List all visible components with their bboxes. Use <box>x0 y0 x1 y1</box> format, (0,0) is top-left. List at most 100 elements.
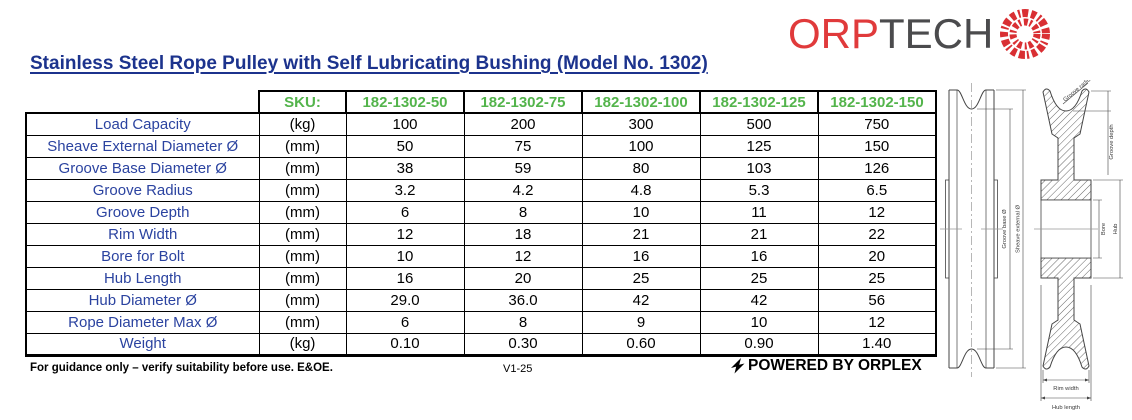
row-value: 12 <box>345 222 465 246</box>
dim-label-sheave-external: Sheave external Ø <box>1016 205 1022 254</box>
row-value: 100 <box>345 112 465 136</box>
row-value: 6 <box>345 200 465 224</box>
row-unit: (mm) <box>258 266 347 290</box>
footer-powered-label: POWERED BY ORPLEX <box>748 357 922 374</box>
row-value: 8 <box>463 200 583 224</box>
row-label: Weight <box>25 332 260 357</box>
row-value: 0.90 <box>699 332 819 357</box>
table-row: Hub Length (mm) 16 20 25 25 25 <box>25 266 937 290</box>
dim-label-hub-length: Hub length <box>1052 405 1080 411</box>
row-label: Sheave External Diameter Ø <box>25 134 260 158</box>
row-value: 16 <box>581 244 701 268</box>
row-unit: (mm) <box>258 200 347 224</box>
row-label: Groove Base Diameter Ø <box>25 156 260 180</box>
sku-column-header: 182-1302-125 <box>699 90 819 114</box>
row-value: 20 <box>463 266 583 290</box>
sku-column-header: 182-1302-50 <box>345 90 465 114</box>
row-value: 1.40 <box>817 332 937 357</box>
row-value: 100 <box>581 134 701 158</box>
row-value: 5.3 <box>699 178 819 202</box>
footer-disclaimer: For guidance only – verify suitability b… <box>30 362 333 374</box>
table-row: Sheave External Diameter Ø (mm) 50 75 100 125… <box>25 134 937 158</box>
row-label: Hub Length <box>25 266 260 290</box>
gear-burst-icon <box>1000 9 1051 59</box>
table-row: Groove Depth (mm) 6 8 10 11 12 <box>25 200 937 224</box>
row-value: 36.0 <box>463 288 583 312</box>
row-value: 42 <box>699 288 819 312</box>
row-value: 103 <box>699 156 819 180</box>
row-value: 59 <box>463 156 583 180</box>
table-row: Groove Base Diameter Ø (mm) 38 59 80 103 126 <box>25 156 937 180</box>
row-value: 22 <box>817 222 937 246</box>
logo-text: ORPTECH <box>788 9 993 59</box>
table-row: Groove Radius (mm) 3.2 4.2 4.8 5.3 6.5 <box>25 178 937 202</box>
drawing-cross-section <box>1034 88 1098 370</box>
row-value: 4.8 <box>581 178 701 202</box>
row-label: Rim Width <box>25 222 260 246</box>
row-unit: (mm) <box>258 134 347 158</box>
row-value: 500 <box>699 112 819 136</box>
row-value: 126 <box>817 156 937 180</box>
row-value: 25 <box>817 266 937 290</box>
row-value: 18 <box>463 222 583 246</box>
dim-label-groove-base: Groove base Ø <box>1002 209 1008 249</box>
sku-column-header: 182-1302-75 <box>463 90 583 114</box>
row-value: 12 <box>817 200 937 224</box>
row-value: 50 <box>345 134 465 158</box>
row-value: 12 <box>817 310 937 334</box>
row-label: Bore for Bolt <box>25 244 260 268</box>
row-value: 0.10 <box>345 332 465 357</box>
row-value: 200 <box>463 112 583 136</box>
logo-text-orp: ORP <box>788 10 880 57</box>
row-value: 16 <box>345 266 465 290</box>
drawing-side-view <box>940 83 1026 377</box>
row-value: 20 <box>817 244 937 268</box>
table-row: Rope Diameter Max Ø (mm) 6 8 9 10 12 <box>25 310 937 334</box>
row-unit: (mm) <box>258 244 347 268</box>
technical-drawing: Groove base Ø Sheave external Ø <box>940 80 1123 411</box>
table-row: Load Capacity (kg) 100 200 300 500 750 <box>25 112 937 136</box>
sku-column-header: 182-1302-150 <box>817 90 937 114</box>
row-value: 21 <box>581 222 701 246</box>
spec-table: SKU: 182-1302-50 182-1302-75 182-1302-100 1… <box>25 90 937 357</box>
row-value: 300 <box>581 112 701 136</box>
row-value: 11 <box>699 200 819 224</box>
footer-version: V1-25 <box>503 363 533 375</box>
row-label: Groove Depth <box>25 200 260 224</box>
row-value: 29.0 <box>345 288 465 312</box>
row-value: 25 <box>699 266 819 290</box>
dim-label-hub: Hub <box>1113 224 1119 235</box>
logo-text-tech: TECH <box>879 10 994 57</box>
sku-label-cell: SKU: <box>258 90 347 114</box>
row-unit: (mm) <box>258 156 347 180</box>
row-unit: (kg) <box>258 112 347 136</box>
table-row: Weight (kg) 0.10 0.30 0.60 0.90 1.40 <box>25 332 937 357</box>
lightning-bolt-icon <box>731 358 745 374</box>
dim-label-rim-width: Rim width <box>1053 386 1078 392</box>
page-title: Stainless Steel Rope Pulley with Self Lu… <box>30 53 708 74</box>
row-label: Groove Radius <box>25 178 260 202</box>
row-value: 9 <box>581 310 701 334</box>
orptech-logo: ORPTECH <box>788 8 1051 60</box>
table-header-row: SKU: 182-1302-50 182-1302-75 182-1302-100 1… <box>26 90 937 114</box>
row-value: 0.30 <box>463 332 583 357</box>
row-label: Load Capacity <box>25 112 260 136</box>
footer-powered-by: POWERED BY ORPLEX <box>731 357 922 375</box>
row-value: 4.2 <box>463 178 583 202</box>
row-unit: (mm) <box>258 178 347 202</box>
row-value: 80 <box>581 156 701 180</box>
header-blank-cell <box>26 91 259 113</box>
row-value: 56 <box>817 288 937 312</box>
row-unit: (kg) <box>258 332 347 357</box>
row-value: 10 <box>581 200 701 224</box>
row-value: 12 <box>463 244 583 268</box>
row-value: 10 <box>345 244 465 268</box>
row-label: Hub Diameter Ø <box>25 288 260 312</box>
dim-label-bore: Bore <box>1101 223 1107 235</box>
row-value: 3.2 <box>345 178 465 202</box>
table-row: Bore for Bolt (mm) 10 12 16 16 20 <box>25 244 937 268</box>
row-value: 10 <box>699 310 819 334</box>
drawing-dimensions <box>1040 82 1123 401</box>
row-value: 750 <box>817 112 937 136</box>
row-value: 6 <box>345 310 465 334</box>
